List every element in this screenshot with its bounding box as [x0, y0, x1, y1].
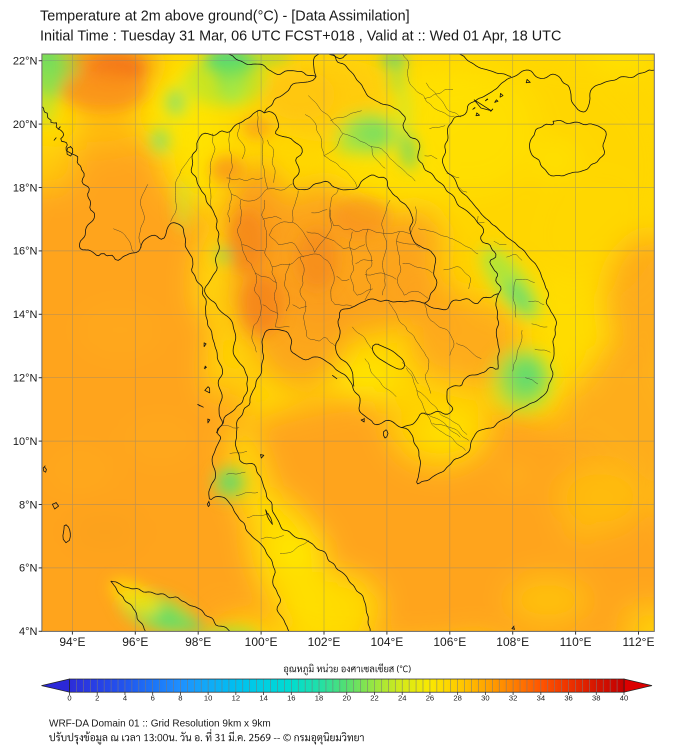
svg-text:98°E: 98°E: [185, 635, 211, 649]
svg-text:Initial Time : Tuesday 31 Mar,: Initial Time : Tuesday 31 Mar, 06 UTC FC…: [40, 29, 561, 45]
svg-text:4°N: 4°N: [19, 626, 38, 638]
svg-text:26: 26: [426, 694, 434, 703]
svg-text:28: 28: [453, 694, 461, 703]
svg-text:16: 16: [287, 694, 295, 703]
svg-text:36: 36: [564, 694, 572, 703]
svg-text:0: 0: [67, 694, 71, 703]
svg-text:112°E: 112°E: [623, 635, 655, 649]
svg-text:12°N: 12°N: [13, 373, 38, 385]
svg-text:24: 24: [398, 694, 406, 703]
svg-text:22: 22: [370, 694, 378, 703]
svg-text:106°E: 106°E: [433, 635, 466, 649]
svg-text:38: 38: [592, 694, 600, 703]
svg-text:8°N: 8°N: [19, 499, 38, 511]
svg-text:16°N: 16°N: [13, 246, 38, 258]
svg-text:6°N: 6°N: [19, 563, 38, 575]
svg-text:10: 10: [204, 694, 212, 703]
svg-text:110°E: 110°E: [560, 635, 592, 649]
svg-text:30: 30: [481, 694, 489, 703]
svg-text:108°E: 108°E: [496, 635, 529, 649]
svg-text:Temperature at 2m above ground: Temperature at 2m above ground(°C) - [Da…: [40, 9, 410, 25]
svg-text:WRF-DA Domain 01 :: Grid Resol: WRF-DA Domain 01 :: Grid Resolution 9km …: [49, 719, 271, 730]
svg-text:34: 34: [537, 694, 545, 703]
svg-text:6: 6: [151, 694, 155, 703]
svg-text:18: 18: [315, 694, 323, 703]
svg-text:20°N: 20°N: [13, 119, 38, 131]
svg-text:32: 32: [509, 694, 517, 703]
svg-text:4: 4: [123, 694, 127, 703]
svg-text:18°N: 18°N: [13, 182, 38, 194]
svg-text:14°N: 14°N: [13, 309, 38, 321]
svg-text:94°E: 94°E: [59, 635, 85, 649]
svg-text:100°E: 100°E: [245, 635, 278, 649]
svg-text:8: 8: [178, 694, 182, 703]
svg-text:12: 12: [232, 694, 240, 703]
svg-text:20: 20: [343, 694, 351, 703]
svg-text:40: 40: [620, 694, 628, 703]
svg-text:104°E: 104°E: [370, 635, 403, 649]
svg-text:96°E: 96°E: [122, 635, 148, 649]
svg-text:10°N: 10°N: [13, 436, 38, 448]
svg-text:14: 14: [259, 694, 267, 703]
svg-text:22°N: 22°N: [13, 56, 38, 68]
svg-text:102°E: 102°E: [308, 635, 341, 649]
svg-text:2: 2: [95, 694, 99, 703]
